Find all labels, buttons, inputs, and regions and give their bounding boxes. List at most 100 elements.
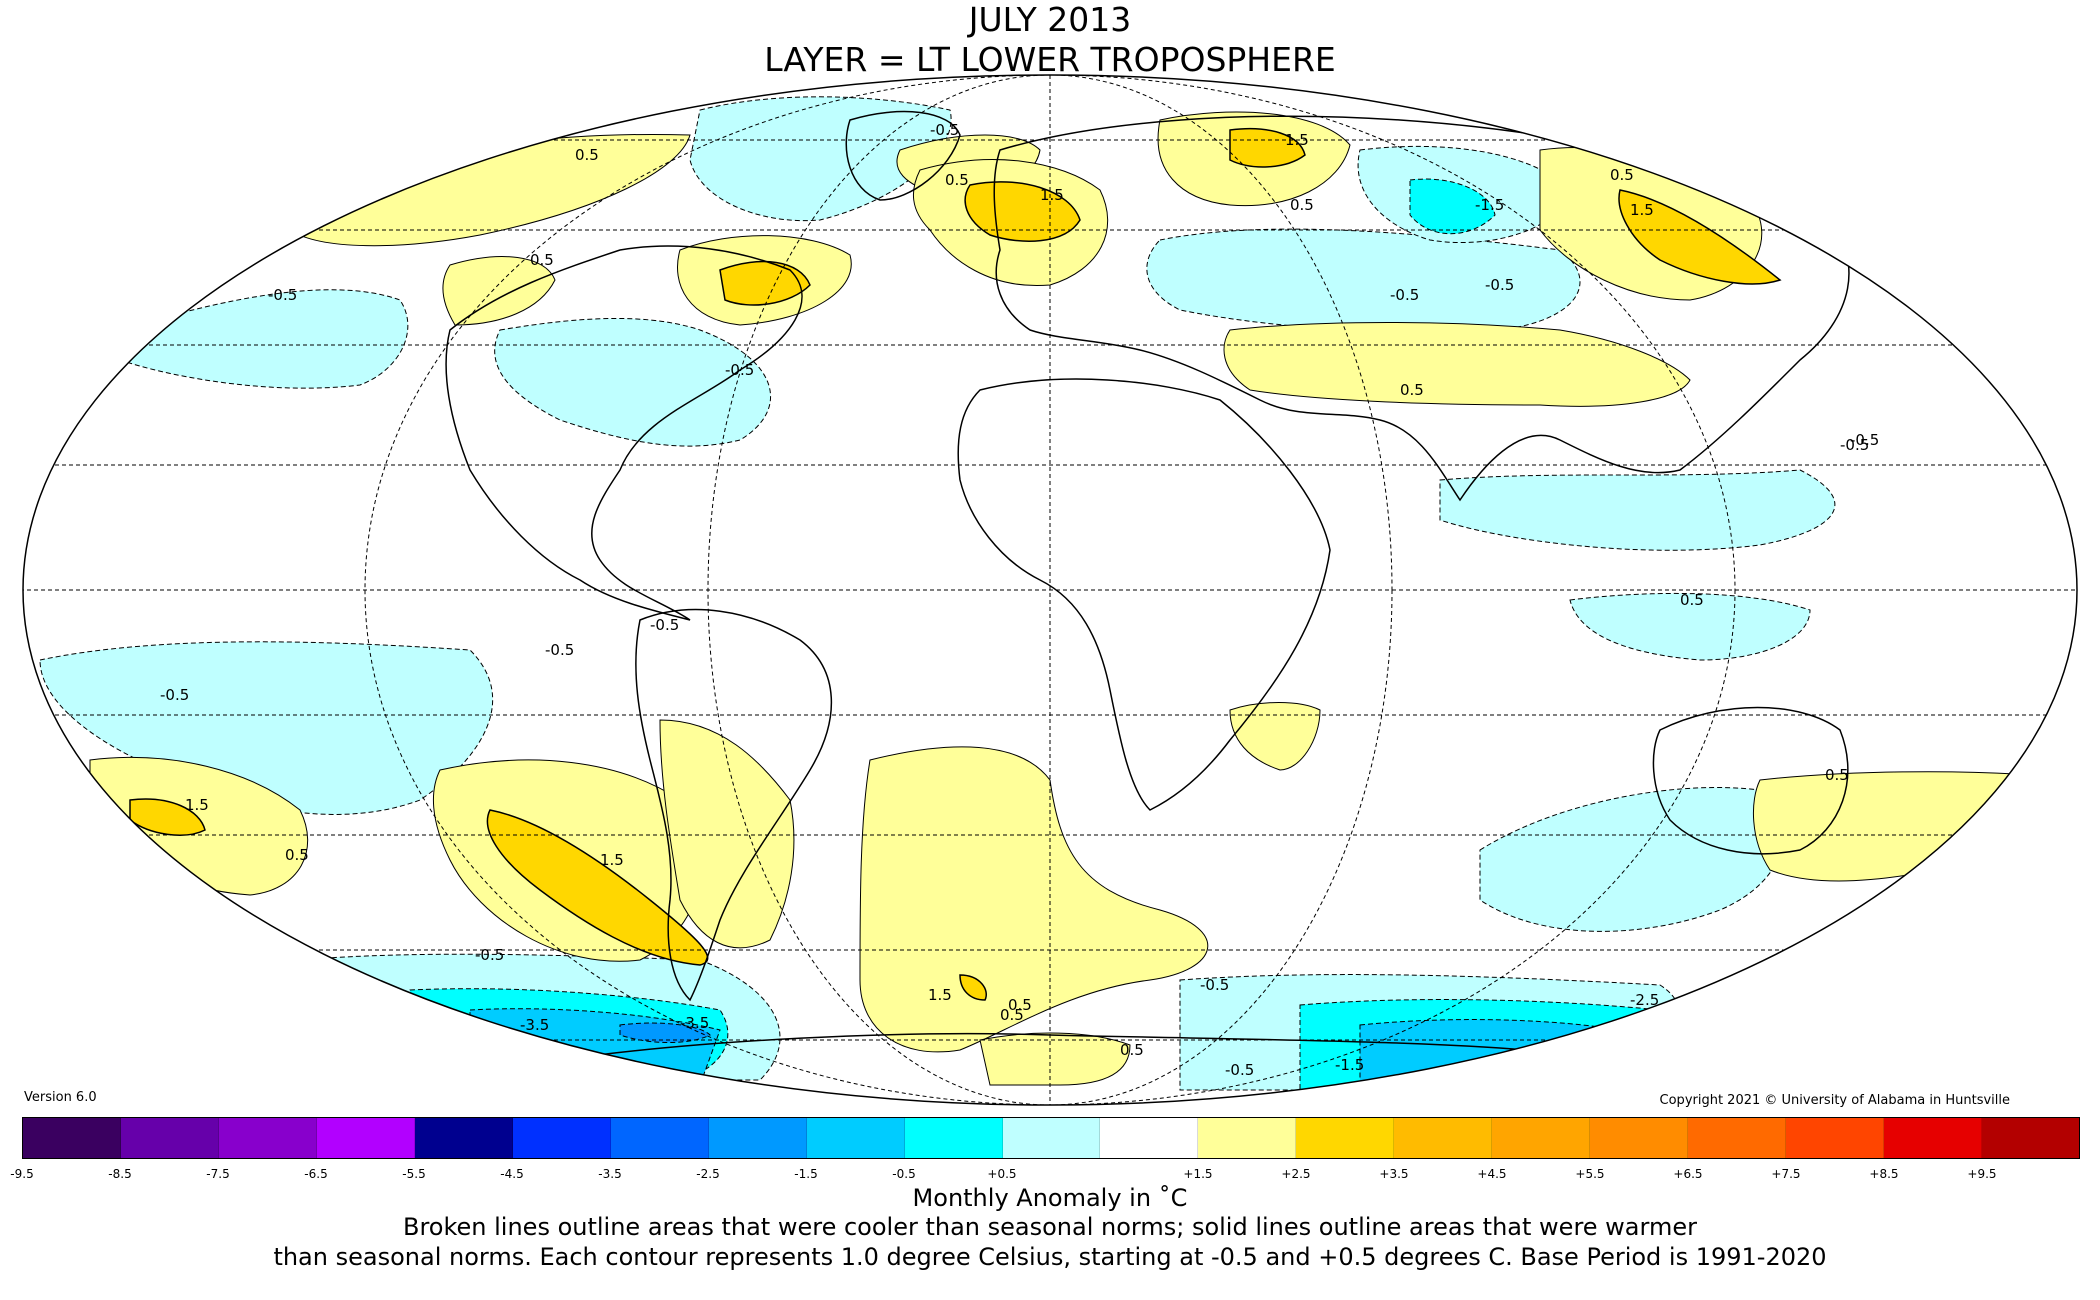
color-legend-tick: -7.5 bbox=[206, 1167, 230, 1181]
contour-label: -2.5 bbox=[1630, 991, 1659, 1009]
cool-region-indonesia bbox=[1569, 592, 1811, 661]
color-swatch bbox=[218, 1118, 317, 1158]
color-legend-tick: -5.5 bbox=[402, 1167, 426, 1181]
color-legend-tick: -3.5 bbox=[598, 1167, 622, 1181]
contour-label: -0.5 bbox=[1200, 976, 1229, 994]
color-swatch bbox=[1394, 1118, 1493, 1158]
graticule bbox=[23, 75, 2077, 1105]
warm-region-antarctica-atlantic bbox=[979, 1032, 1131, 1086]
color-legend-tick: -6.5 bbox=[304, 1167, 328, 1181]
north-america-coast bbox=[445, 245, 803, 621]
color-swatch bbox=[1492, 1118, 1591, 1158]
color-swatch bbox=[904, 1118, 1003, 1158]
antarctica-coast bbox=[559, 1032, 1581, 1061]
color-legend-tick: +8.5 bbox=[1869, 1167, 1899, 1181]
color-swatch bbox=[512, 1118, 611, 1158]
color-swatch bbox=[1100, 1118, 1199, 1158]
contour-label: -3.5 bbox=[520, 1016, 549, 1034]
contour-label: 0.5 bbox=[1000, 1006, 1024, 1024]
contour-label: 1.5 bbox=[1285, 131, 1309, 149]
color-legend-tick: -9.5 bbox=[10, 1167, 34, 1181]
greenland-coast bbox=[845, 110, 961, 201]
cool-region-north-america bbox=[494, 317, 771, 447]
color-legend bbox=[22, 1117, 2080, 1159]
color-swatch bbox=[1982, 1118, 2080, 1158]
contour-label: 1.5 bbox=[1040, 186, 1064, 204]
cool-core-siberia bbox=[1409, 178, 1496, 235]
color-swatch bbox=[414, 1118, 513, 1158]
color-swatch bbox=[1884, 1118, 1983, 1158]
warm-core-north-russia bbox=[1229, 128, 1306, 168]
warm-region-south-indian-east bbox=[1752, 771, 2034, 882]
contour-label: -0.5 bbox=[1840, 436, 1869, 454]
map-title: JULY 2013 bbox=[968, 0, 1132, 39]
color-swatch bbox=[806, 1118, 905, 1158]
warm-region-south-america bbox=[659, 719, 795, 949]
color-swatch bbox=[1590, 1118, 1689, 1158]
color-legend-tick: +6.5 bbox=[1673, 1167, 1703, 1181]
color-legend-tick: -4.5 bbox=[500, 1167, 524, 1181]
color-swatch bbox=[1296, 1118, 1395, 1158]
color-swatch bbox=[1786, 1118, 1885, 1158]
cool-region-south-indian bbox=[1479, 787, 1784, 932]
contour-label: 0.5 bbox=[945, 171, 969, 189]
contour-label: 0.5 bbox=[575, 146, 599, 164]
color-legend-tick: -1.5 bbox=[794, 1167, 818, 1181]
color-swatch bbox=[1688, 1118, 1787, 1158]
contour-label: 1.5 bbox=[928, 986, 952, 1004]
contour-label: -0.5 bbox=[160, 686, 189, 704]
globe-outline bbox=[22, 74, 2078, 1106]
color-legend-tick: +3.5 bbox=[1379, 1167, 1409, 1181]
warm-region-south-atlantic bbox=[859, 746, 1208, 1053]
map-subtitle: LAYER = LT LOWER TROPOSPHERE bbox=[764, 40, 1336, 79]
legend-units: Monthly Anomaly in ˚C bbox=[912, 1184, 1188, 1212]
contour-label: -1.5 bbox=[1335, 1056, 1364, 1074]
contour-label: -3.5 bbox=[680, 1014, 709, 1032]
south-america-coast bbox=[635, 608, 833, 1002]
color-legend-tick: +5.5 bbox=[1575, 1167, 1605, 1181]
contour-label: -0.5 bbox=[475, 946, 504, 964]
color-swatch bbox=[120, 1118, 219, 1158]
color-legend-tick: +9.5 bbox=[1967, 1167, 1997, 1181]
color-swatch bbox=[23, 1118, 121, 1158]
color-swatch bbox=[316, 1118, 415, 1158]
contour-label: -0.5 bbox=[1390, 286, 1419, 304]
contour-label: 0.5 bbox=[1120, 1041, 1144, 1059]
contour-label: 1.5 bbox=[600, 851, 624, 869]
color-legend-tick: +0.5 bbox=[987, 1167, 1017, 1181]
cool-region-north-pacific bbox=[119, 289, 409, 389]
color-legend-tick: -0.5 bbox=[892, 1167, 916, 1181]
legend-note-line-2: than seasonal norms. Each contour repres… bbox=[273, 1243, 1827, 1271]
color-legend-tick: +2.5 bbox=[1281, 1167, 1311, 1181]
africa-coast bbox=[957, 378, 1331, 811]
warm-core-south-atlantic bbox=[959, 974, 987, 1001]
warm-core-east-siberia bbox=[1618, 189, 1782, 285]
map-content: 0.5 -0.5 -0.5 0.5 -0.5 1.5 0.5 -0.5 -1.5… bbox=[23, 75, 2077, 1105]
color-swatch bbox=[1198, 1118, 1297, 1158]
australia-coast bbox=[1652, 706, 1849, 855]
color-legend-tick: +7.5 bbox=[1771, 1167, 1801, 1181]
contour-label: -0.5 bbox=[545, 641, 574, 659]
warm-region-central-asia bbox=[1223, 322, 1691, 407]
warm-core-east-canada bbox=[719, 260, 811, 306]
cool-region-indian-ocean bbox=[1439, 469, 1836, 551]
warm-region-madagascar bbox=[1229, 702, 1321, 771]
contour-label: -0.5 bbox=[1225, 1061, 1254, 1079]
contour-label: 0.5 bbox=[285, 846, 309, 864]
contour-label: -0.5 bbox=[930, 121, 959, 139]
contour-label: -1.5 bbox=[1475, 196, 1504, 214]
color-swatch bbox=[610, 1118, 709, 1158]
legend-note-line-1: Broken lines outline areas that were coo… bbox=[403, 1213, 1697, 1241]
contour-label: 1.5 bbox=[1630, 201, 1654, 219]
contour-labels: 0.5 -0.5 -0.5 0.5 -0.5 1.5 0.5 -0.5 -1.5… bbox=[160, 121, 1879, 1079]
contour-label: -0.5 bbox=[725, 361, 754, 379]
color-legend-tick: +1.5 bbox=[1183, 1167, 1213, 1181]
color-swatch bbox=[1002, 1118, 1101, 1158]
warm-region-west-canada bbox=[442, 256, 556, 326]
contour-label: 1.5 bbox=[185, 796, 209, 814]
copyright-label: Copyright 2021 © University of Alabama i… bbox=[1659, 1093, 2010, 1108]
warm-core-south-pacific bbox=[486, 809, 709, 966]
contour-label: 0.5 bbox=[530, 251, 554, 269]
contour-label: 0.5 bbox=[1008, 996, 1032, 1014]
contour-label: -0.5 bbox=[1485, 276, 1514, 294]
